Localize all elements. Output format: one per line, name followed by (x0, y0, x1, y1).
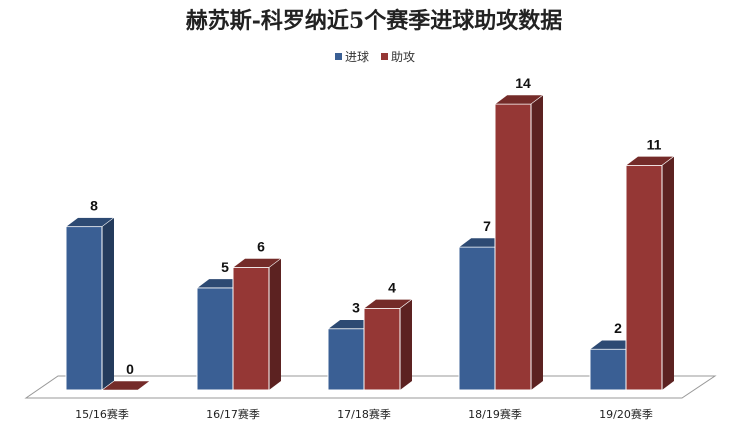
bar-top (625, 155, 675, 166)
legend-swatch-goals (335, 53, 342, 60)
bar-top (101, 380, 151, 391)
bar-side (400, 299, 412, 390)
data-label-goals-3: 7 (483, 218, 491, 234)
bar-goals-0 (65, 217, 115, 391)
bar-side (102, 217, 114, 390)
bar-assists-2 (363, 298, 413, 391)
bar-front (625, 164, 663, 391)
x-tick-label-0: 15/16赛季 (75, 407, 129, 421)
legend-swatch-assists (381, 53, 388, 60)
bar-front (232, 266, 270, 391)
bar-assists-4 (625, 155, 675, 391)
bar-front (196, 287, 234, 391)
legend-label-goals: 进球 (345, 50, 369, 64)
bar-front (363, 307, 401, 391)
data-label-assists-0: 0 (126, 361, 134, 377)
data-label-goals-1: 5 (221, 259, 229, 275)
x-tick-label-3: 18/19赛季 (468, 407, 522, 421)
bar-assists-3 (494, 94, 544, 391)
bar-front (327, 328, 365, 391)
bar-assists-1 (232, 258, 282, 391)
legend: 进球 助攻 (335, 50, 415, 64)
bar-assists-0 (101, 380, 151, 391)
bar-top (363, 298, 413, 309)
bar-side (662, 156, 674, 390)
data-label-goals-2: 3 (352, 300, 360, 316)
x-tick-label-1: 16/17赛季 (206, 407, 260, 421)
bar-front (65, 226, 103, 391)
chart-title: 赫苏斯-科罗纳近5个赛季进球助攻数据 (186, 8, 562, 34)
bars-layer: 8 0 5 6 3 4 7 14 2 11 (65, 75, 675, 391)
data-label-assists-3: 14 (515, 75, 531, 91)
x-tick-label-2: 17/18赛季 (337, 407, 391, 421)
bar-top (232, 258, 282, 268)
bar-front (458, 246, 496, 391)
bar-front (494, 103, 532, 391)
bar-top (494, 94, 544, 105)
bar-side (269, 258, 281, 390)
bar-front (589, 348, 627, 391)
x-tick-label-4: 19/20赛季 (599, 407, 653, 421)
bar-top (65, 217, 115, 227)
data-label-assists-2: 4 (388, 279, 396, 295)
data-label-goals-0: 8 (90, 198, 98, 214)
data-label-assists-4: 11 (647, 136, 662, 152)
legend-label-assists: 助攻 (391, 50, 415, 64)
data-label-assists-1: 6 (257, 238, 265, 254)
data-label-goals-4: 2 (614, 320, 622, 336)
x-axis-ticks: 15/16赛季 16/17赛季 17/18赛季 18/19赛季 19/20赛季 (75, 407, 653, 421)
bar-side (531, 95, 543, 390)
